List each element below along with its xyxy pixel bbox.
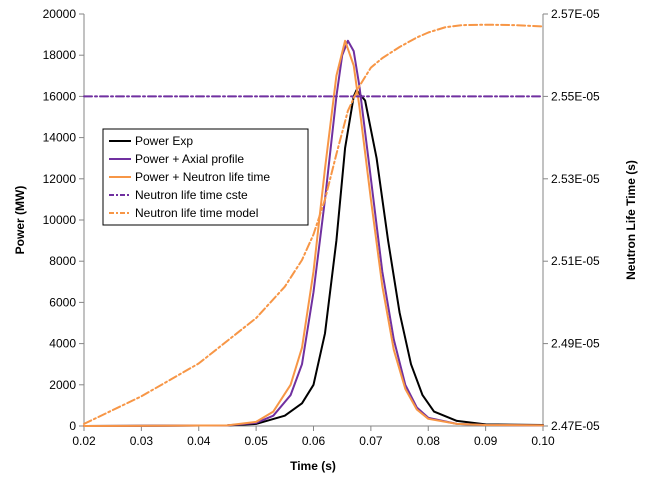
y-axis-right: 2.47E-05 2.49E-05 2.51E-05 2.53E-05 2.55E-05… [543, 7, 600, 433]
y-axis-title: Power (MW) [13, 186, 27, 255]
legend-entry: Power + Axial profile [135, 152, 244, 166]
y-axis-left: 0 2000 4000 6000 8000 10000 12000 14000 16000 180… [43, 7, 84, 433]
y2-tick-label: 2.57E-05 [551, 7, 600, 21]
y-tick-label: 2000 [49, 378, 76, 392]
x-tick-label: 0.07 [359, 434, 383, 448]
x-tick-label: 0.10 [531, 434, 555, 448]
series-line-3 [83, 39, 544, 427]
y2-tick-label: 2.53E-05 [551, 172, 600, 186]
y2-tick-label: 2.47E-05 [551, 419, 600, 433]
y2-tick-label: 2.49E-05 [551, 337, 600, 351]
y-tick-label: 8000 [49, 254, 76, 268]
y-tick-label: 10000 [43, 213, 77, 227]
x-tick-label: 0.06 [302, 434, 326, 448]
y-tick-label: 6000 [49, 295, 76, 309]
y-tick-label: 20000 [43, 7, 77, 21]
y-tick-label: 18000 [43, 48, 77, 62]
legend-entry: Power + Neutron life time [135, 170, 270, 184]
legend: Power Exp Power + Axial profile Power + Ne… [102, 128, 309, 226]
legend-box [102, 128, 309, 226]
x-tick-label: 0.04 [187, 434, 211, 448]
x-tick-label: 0.05 [244, 434, 268, 448]
x-tick-label: 0.08 [417, 434, 441, 448]
x-tick-label: 0.03 [130, 434, 154, 448]
y-tick-label: 0 [69, 419, 76, 433]
x-axis: 0.02 0.03 0.04 0.05 0.06 0.07 0.08 0.09 0.10 [72, 426, 555, 448]
y2-tick-label: 2.55E-05 [551, 89, 600, 103]
legend-entry: Neutron life time cste [135, 188, 248, 202]
series-layer [83, 23, 544, 427]
y2-axis-title: Neutron Life Time (s) [624, 160, 638, 280]
y-tick-label: 16000 [43, 89, 77, 103]
legend-entry: Power Exp [135, 134, 193, 148]
y-tick-label: 4000 [49, 337, 76, 351]
y-tick-label: 12000 [43, 172, 77, 186]
y2-tick-label: 2.51E-05 [551, 254, 600, 268]
legend-entry: Neutron life time model [135, 206, 258, 220]
series-line-2 [83, 39, 544, 427]
series-line-5 [83, 23, 544, 425]
x-tick-label: 0.09 [474, 434, 498, 448]
y-tick-label: 14000 [43, 131, 77, 145]
x-axis-title: Time (s) [290, 459, 336, 473]
x-tick-label: 0.02 [72, 434, 96, 448]
